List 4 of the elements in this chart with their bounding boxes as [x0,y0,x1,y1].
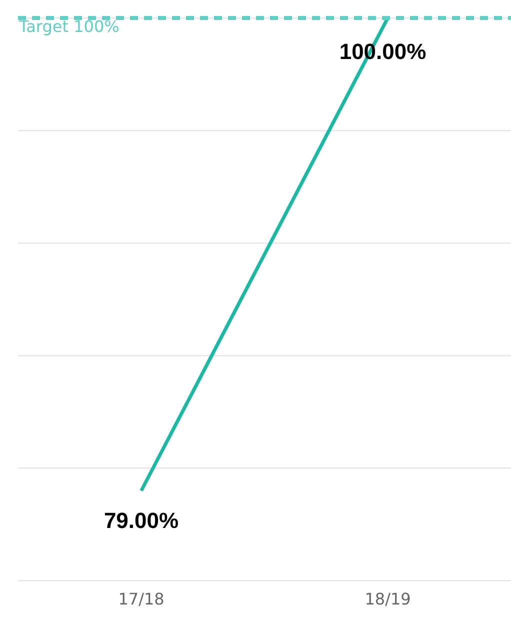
data-label: 79.00% [104,508,179,533]
x-tick-label: 17/18 [118,590,164,609]
x-tick-label: 18/19 [364,590,411,609]
ref-line-label: Target 100% [18,17,120,36]
